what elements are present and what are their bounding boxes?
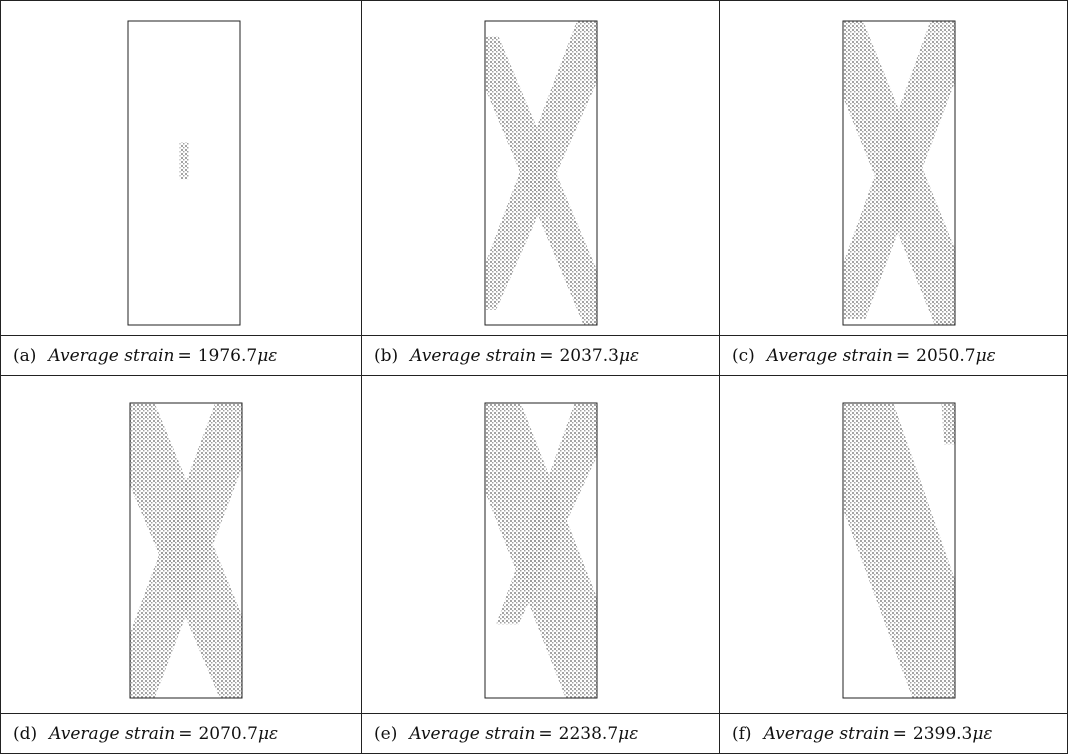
caption-unit: με — [257, 346, 278, 366]
specimen-outline — [129, 402, 243, 699]
specimen-panel-e — [484, 402, 598, 699]
specimen-panel-f — [842, 402, 956, 699]
caption-f: (f) Average strain = 2399.3 με — [720, 714, 1067, 754]
specimen-outline — [127, 20, 241, 326]
caption-label: Average strain — [766, 346, 893, 366]
caption-label: Average strain — [410, 346, 537, 366]
specimen-panel-a — [127, 20, 241, 326]
specimen-outline — [842, 20, 956, 326]
equals-sign: = — [538, 724, 553, 744]
caption-label: Average strain — [49, 724, 176, 744]
damage-band — [485, 21, 597, 310]
caption-b: (b) Average strain = 2037.3 με — [362, 336, 719, 376]
frame-col-divider-2 — [719, 0, 720, 754]
caption-value: 2050.7 — [916, 346, 976, 366]
caption-label: Average strain — [409, 724, 536, 744]
caption-a: (a) Average strain = 1976.7 με — [1, 336, 361, 376]
equals-sign: = — [895, 346, 911, 366]
damage-band — [130, 403, 242, 698]
frame-row1-caption-top — [0, 335, 1068, 336]
caption-value: 2399.3 — [912, 724, 973, 744]
specimen-panel-c — [842, 20, 956, 326]
specimen-outline — [484, 402, 598, 699]
caption-d: (d) Average strain = 2070.7 με — [1, 714, 361, 754]
caption-unit: με — [975, 346, 996, 366]
frame-row1-caption-bottom — [0, 375, 1068, 376]
caption-unit: με — [618, 724, 639, 744]
damage-band — [496, 403, 597, 625]
damage-band — [843, 403, 955, 698]
caption-tag: (d) — [13, 724, 38, 744]
equals-sign: = — [539, 346, 554, 366]
caption-label: Average strain — [48, 346, 175, 366]
caption-value: 1976.7 — [197, 346, 258, 366]
frame-row2-caption-top — [0, 713, 1068, 714]
damage-band — [843, 21, 955, 319]
equals-sign: = — [892, 724, 907, 744]
equals-sign: = — [177, 346, 192, 366]
caption-tag: (e) — [374, 724, 398, 744]
caption-unit: με — [257, 724, 279, 744]
equals-sign: = — [178, 724, 193, 744]
damage-band — [179, 142, 189, 180]
frame-top — [0, 0, 1068, 1]
caption-unit: με — [972, 724, 993, 744]
damage-band — [941, 403, 955, 445]
caption-value: 2070.7 — [198, 724, 258, 744]
caption-value: 2037.3 — [559, 346, 619, 366]
caption-unit: με — [618, 346, 640, 366]
caption-label: Average strain — [763, 724, 890, 744]
frame-col-divider-1 — [361, 0, 362, 754]
caption-tag: (b) — [374, 346, 399, 366]
caption-c: (c) Average strain = 2050.7 με — [720, 336, 1067, 376]
caption-value: 2238.7 — [558, 724, 619, 744]
caption-e: (e) Average strain = 2238.7 με — [362, 714, 719, 754]
caption-tag: (f) — [732, 724, 752, 744]
specimen-outline — [484, 20, 598, 326]
frame-left — [0, 0, 1, 754]
caption-tag: (c) — [732, 346, 755, 366]
specimen-panel-d — [129, 402, 243, 699]
specimen-panel-b — [484, 20, 598, 326]
specimen-outline — [842, 402, 956, 699]
caption-tag: (a) — [13, 346, 37, 366]
